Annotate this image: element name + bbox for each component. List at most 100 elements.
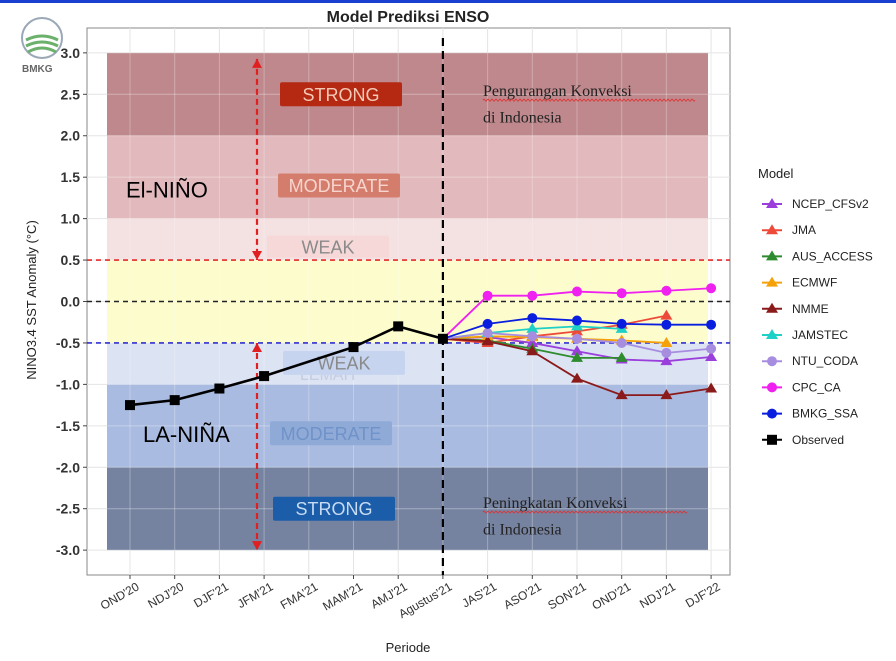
weak-bottom-label-text: WEAK (317, 353, 370, 373)
strong-bottom-label: STRONG (273, 496, 395, 521)
legend-swatch-marker (767, 434, 777, 445)
legend-label: JMA (792, 223, 816, 237)
data-point-cpc_ca-11 (616, 288, 627, 299)
y-tick-label: 1.5 (61, 169, 81, 185)
lanina-label: LA-NIÑA (143, 422, 230, 447)
x-tick-label: ASO'21 (501, 579, 544, 612)
data-point-observed-3 (259, 371, 270, 382)
weak-top-label: WEAK (267, 235, 389, 258)
moderate-top-label-box (278, 173, 400, 198)
data-point-observed-0 (125, 400, 135, 411)
x-tick-label: DJF'22 (683, 579, 723, 610)
elnino-label: El-NIÑO (126, 178, 208, 203)
legend-swatch-marker (766, 250, 778, 261)
data-point-ncep_cfsv2-12 (660, 355, 673, 366)
konveksi-bottom-underline (482, 510, 688, 514)
y-tick-label: 0.5 (61, 252, 81, 268)
data-point-ecmwf-12 (660, 336, 673, 347)
legend-swatch-marker (767, 382, 777, 393)
y-tick-label: -2.5 (56, 501, 80, 517)
strong-bottom-label-text: STRONG (295, 499, 372, 519)
data-point-jma-12 (660, 309, 673, 320)
x-axis-title: Periode (386, 640, 431, 655)
legend-swatch-marker (766, 302, 778, 313)
band-4 (107, 342, 708, 385)
weak-top-label-text: WEAK (301, 237, 354, 257)
series-observed (125, 321, 448, 411)
y-tick-label: 2.0 (61, 128, 81, 144)
data-point-observed-7 (437, 333, 448, 344)
moderate-top-label-text: MODERATE (289, 176, 390, 196)
data-point-cpc_ca-12 (661, 285, 672, 296)
strong-top-label-text: STRONG (302, 85, 379, 105)
x-tick-label: DJF'21 (191, 579, 231, 610)
konveksi-top-underline (482, 98, 696, 102)
data-point-aus_access-11 (615, 351, 628, 362)
legend-label: BMKG_SSA (792, 407, 858, 421)
x-tick-label: JFM'21 (235, 579, 276, 611)
moderate-bottom-label-text: MODERATE (281, 424, 382, 444)
series-ntu_coda (442, 327, 717, 358)
legend-label: JAMSTEC (792, 328, 848, 342)
elnino-range-arrow-head-top (252, 58, 262, 68)
legend-swatch-marker (767, 356, 777, 367)
y-tick-label: 1.0 (61, 211, 81, 227)
konveksi-bottom-line1: Peningkatan Konveksi (483, 495, 628, 512)
legend-item-aus_access: AUS_ACCESS (762, 249, 873, 263)
data-point-cpc_ca-8 (482, 290, 493, 301)
data-point-bmkg_ssa-12 (661, 319, 672, 330)
data-point-cpc_ca-9 (527, 290, 538, 301)
strong-top-label-box (280, 82, 402, 107)
y-tick-label: -2.0 (56, 459, 80, 475)
x-tick-label: JAS'21 (459, 579, 499, 610)
data-point-observed-6 (393, 321, 404, 332)
data-point-nmme-9 (526, 345, 539, 356)
top-border-line (0, 0, 896, 3)
y-tick-label: 0.0 (61, 294, 81, 310)
y-tick-label: -1.0 (56, 376, 80, 392)
data-point-observed-2 (214, 383, 225, 394)
legend-item-jma: JMA (762, 223, 816, 237)
legend-swatch-marker (766, 329, 778, 339)
band-1 (107, 135, 708, 219)
moderate-top-label: MODERATE (278, 173, 400, 198)
legend-label: NMME (792, 302, 829, 316)
legend-label: Observed (792, 433, 844, 447)
data-point-ntu_coda-12 (661, 347, 672, 358)
x-tick-label: NDJ'21 (637, 579, 678, 611)
data-point-ncep_cfsv2-10 (571, 345, 583, 356)
band-2 (107, 218, 708, 261)
y-tick-label: 3.0 (61, 45, 81, 61)
legend-item-ecmwf: ECMWF (762, 276, 837, 290)
legend-label: AUS_ACCESS (792, 249, 873, 263)
x-tick-label: OND'20 (98, 579, 142, 612)
legend-label: CPC_CA (792, 380, 841, 394)
legend-swatch-marker (767, 408, 777, 419)
chart-title: Model Prediksi ENSO (327, 9, 490, 26)
x-tick-label: SON'21 (545, 579, 588, 612)
x-tick-label: NDJ'20 (145, 579, 186, 611)
data-point-cpc_ca-10 (572, 286, 582, 297)
data-point-observed-1 (169, 395, 180, 406)
bmkg-logo (14, 12, 70, 78)
data-point-nmme-12 (660, 389, 673, 400)
data-point-bmkg_ssa-11 (616, 318, 627, 329)
weak-bottom-label-box (283, 350, 405, 375)
legend-item-ncep_cfsv2: NCEP_CFSv2 (762, 197, 869, 211)
data-point-ntu_coda-10 (572, 333, 582, 344)
legend-item-bmkg_ssa: BMKG_SSA (762, 407, 858, 421)
y-tick-label: 2.5 (61, 86, 81, 102)
data-point-bmkg_ssa-8 (482, 318, 493, 329)
series-nmme (442, 335, 718, 400)
band-6 (107, 467, 708, 551)
strong-top-label: STRONG (280, 82, 402, 107)
x-tick-label: FMA'21 (278, 579, 321, 612)
legend-item-observed: Observed (762, 433, 844, 447)
konveksi-top-line2: di Indonesia (483, 110, 562, 127)
legend-swatch-marker (766, 198, 778, 208)
weak-bottom-label: WEAK (283, 350, 405, 375)
band-0 (107, 52, 708, 136)
legend-item-nmme: NMME (762, 302, 829, 316)
data-point-ntu_coda-8 (482, 327, 493, 338)
